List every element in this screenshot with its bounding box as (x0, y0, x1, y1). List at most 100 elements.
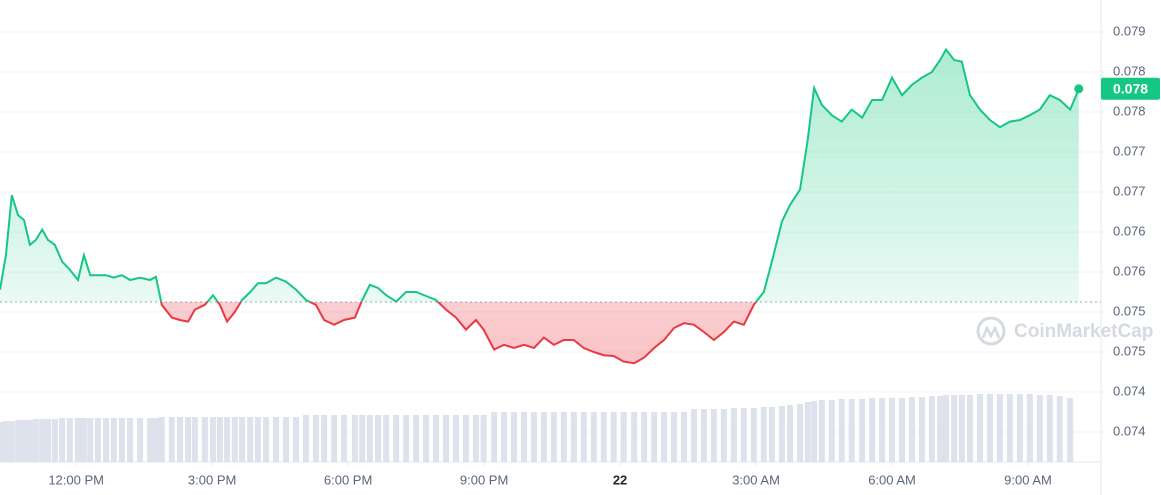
y-tick-label: 0.074 (1113, 423, 1146, 438)
volume-bar (59, 418, 66, 462)
volume-bar (292, 417, 299, 462)
volume-bar (137, 418, 144, 462)
volume-bar (480, 415, 487, 462)
volume-bar (176, 417, 183, 462)
x-tick-label: 9:00 AM (1004, 472, 1052, 487)
volume-bar (631, 412, 638, 462)
volume-bar (32, 419, 39, 462)
area-up (0, 49, 1079, 302)
volume-bar (560, 412, 567, 462)
volume-bar (366, 415, 373, 462)
x-tick-label: 6:00 AM (868, 472, 916, 487)
volume-bar (889, 398, 896, 462)
volume-bar (2, 421, 9, 462)
volume-bar (239, 417, 246, 462)
volume-bar (66, 418, 73, 462)
volume-bar (152, 418, 159, 462)
volume-bar (39, 419, 46, 462)
volume-bar (620, 412, 627, 462)
volume-bar (15, 420, 22, 462)
y-tick-label: 0.074 (1113, 383, 1146, 398)
volume-bar (87, 418, 94, 462)
volume-bar (118, 418, 125, 462)
price-badge (1101, 77, 1160, 100)
y-tick-label: 0.075 (1113, 303, 1146, 318)
volume-bar (423, 415, 430, 462)
volume-bar (273, 417, 280, 462)
volume-bar (942, 395, 949, 462)
volume-bar (80, 418, 87, 462)
volume-bar (452, 415, 459, 462)
volume-bar (383, 415, 390, 462)
volume-bar (127, 418, 134, 462)
volume-bar (185, 417, 192, 462)
price-line-up (0, 47, 1080, 302)
volume-bar (918, 397, 925, 462)
volume-bar (610, 412, 617, 462)
volume-bar (26, 420, 33, 462)
volume-bar (472, 415, 479, 462)
x-tick-label: 9:00 PM (460, 472, 508, 487)
y-tick-label: 0.078 (1113, 63, 1146, 78)
volume-bar (168, 417, 175, 462)
volume-bar (302, 415, 309, 462)
volume-bar (443, 415, 450, 462)
volume-bar (778, 406, 785, 462)
volume-bar (511, 412, 518, 462)
y-tick-label: 0.077 (1113, 183, 1146, 198)
volume-bar (651, 412, 658, 462)
volume-bar (254, 417, 261, 462)
volume-bar (359, 415, 366, 462)
volume-bar (341, 415, 348, 462)
volume-bar (216, 417, 223, 462)
volume-bar (958, 395, 965, 462)
volume-bar (413, 415, 420, 462)
volume-bar (158, 417, 165, 462)
y-tick-label: 0.077 (1113, 143, 1146, 158)
volume-bar (433, 415, 440, 462)
volume-bar (1036, 395, 1043, 462)
volume-bar (580, 412, 587, 462)
volume-bar (720, 409, 727, 462)
volume-bar (74, 418, 81, 462)
volume-bar (804, 402, 811, 462)
volume-bar (147, 418, 154, 462)
volume-bar (491, 412, 498, 462)
volume-bar (928, 396, 935, 462)
volume-bar (680, 412, 687, 462)
watermark: CoinMarketCap (976, 316, 1153, 346)
volume-bar (671, 412, 678, 462)
last-point (1074, 84, 1084, 94)
volume-bar (201, 417, 208, 462)
volume-bar (976, 394, 983, 462)
volume-bar (224, 417, 231, 462)
volume-bar (768, 407, 775, 462)
volume-bar (103, 418, 110, 462)
volume-bar (760, 407, 767, 462)
volume-bar (899, 398, 906, 462)
volume-bar (951, 395, 958, 462)
volume-bar (1067, 398, 1074, 462)
volume-bar (570, 412, 577, 462)
volume-bar (937, 396, 944, 462)
volume-bar (797, 404, 804, 462)
area-down (0, 302, 1079, 364)
volume-bar (501, 412, 508, 462)
volume-bar (590, 412, 597, 462)
volume-bar (94, 418, 101, 462)
volume-bar (661, 412, 668, 462)
volume-bar (879, 398, 886, 462)
volume-bar (859, 399, 866, 462)
y-tick-label: 0.078 (1113, 103, 1146, 118)
volume-bar (967, 395, 974, 462)
x-tick-label: 12:00 PM (48, 472, 104, 487)
volume-bar (375, 415, 382, 462)
volume-bar (191, 417, 198, 462)
y-tick-label: 0.079 (1113, 23, 1146, 38)
volume-bar (351, 415, 358, 462)
volume-bar (0, 422, 3, 462)
x-tick-label: 22 (613, 472, 627, 487)
volume-bar (520, 412, 527, 462)
y-tick-label: 0.076 (1113, 263, 1146, 278)
volume-bar (750, 408, 757, 462)
